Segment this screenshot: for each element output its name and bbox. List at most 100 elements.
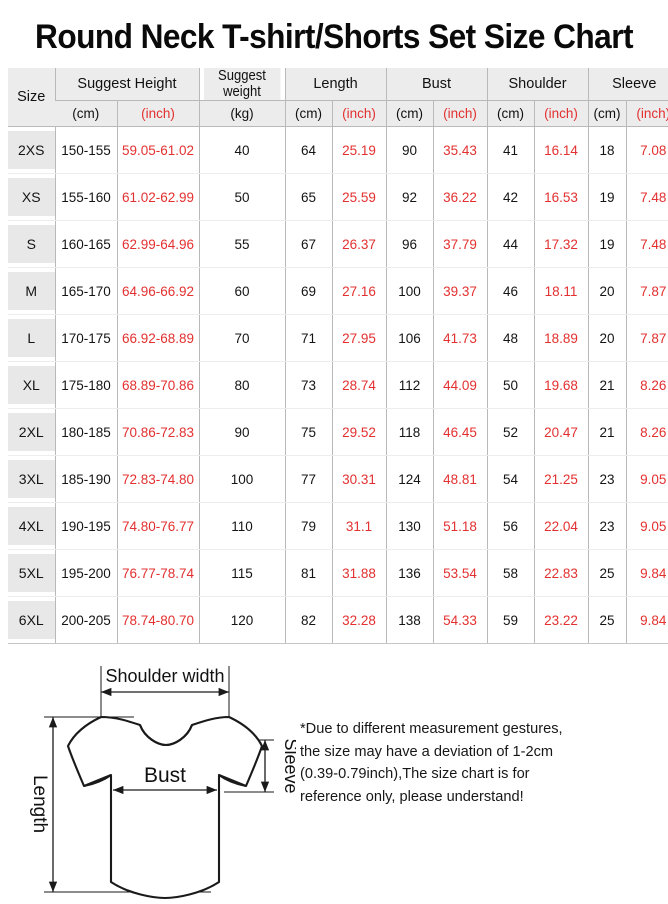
cell-length-cm: 65 — [284, 173, 332, 221]
unit-height-inch: (inch) — [116, 100, 199, 127]
header-size: Size — [8, 68, 55, 127]
cell-weight-kg: 40 — [198, 126, 285, 174]
cell-weight-kg: 115 — [198, 549, 285, 597]
cell-length-in: 26.37 — [331, 220, 387, 268]
cell-sleeve-in: 7.48 — [625, 173, 668, 221]
cell-shoulder-cm: 50 — [486, 361, 535, 409]
cell-bust-cm: 96 — [385, 220, 434, 268]
cell-sleeve-in: 9.05 — [625, 502, 668, 550]
header-bust: Bust — [385, 68, 488, 101]
cell-bust-cm: 138 — [385, 596, 434, 644]
cell-size: M — [8, 267, 55, 315]
cell-length-in: 31.1 — [331, 502, 387, 550]
cell-size: 5XL — [8, 549, 55, 597]
unit-height-cm: (cm) — [55, 100, 117, 127]
cell-shoulder-cm: 41 — [486, 126, 535, 174]
cell-bust-cm: 106 — [385, 314, 434, 362]
size-badge: XL — [8, 366, 55, 404]
table-row: M 165-170 64.96-66.92 60 69 27.16 100 39.37 46 18… — [8, 267, 668, 315]
header-row-units: (cm) (inch) (kg) (cm) (inch) (cm) (inch)… — [8, 100, 668, 127]
size-badge: L — [8, 319, 55, 357]
cell-sleeve-in: 8.26 — [625, 408, 668, 456]
cell-sleeve-cm: 18 — [587, 126, 627, 174]
cell-shoulder-cm: 54 — [486, 455, 535, 503]
size-badge: 4XL — [8, 507, 55, 545]
cell-height-in: 72.83-74.80 — [116, 455, 199, 503]
cell-sleeve-cm: 21 — [587, 408, 627, 456]
header-suggest-height: Suggest Height — [54, 68, 199, 101]
cell-size: S — [8, 220, 55, 268]
size-badge: 6XL — [8, 601, 55, 639]
cell-sleeve-in: 9.84 — [625, 549, 668, 597]
cell-sleeve-in: 7.87 — [625, 314, 668, 362]
cell-length-cm: 77 — [284, 455, 332, 503]
table-row: 3XL 185-190 72.83-74.80 100 77 30.31 124 48.81 5… — [8, 455, 668, 503]
cell-shoulder-cm: 52 — [486, 408, 535, 456]
cell-bust-in: 48.81 — [432, 455, 488, 503]
cell-shoulder-cm: 59 — [486, 596, 535, 644]
cell-size: 2XS — [8, 126, 55, 174]
table-row: 2XL 180-185 70.86-72.83 90 75 29.52 118 46.45 52… — [8, 408, 668, 456]
cell-shoulder-in: 23.22 — [533, 596, 589, 644]
page-title: Round Neck T-shirt/Shorts Set Size Chart — [35, 18, 633, 56]
header-suggest-weight: Suggest weight — [202, 68, 281, 101]
cell-bust-cm: 130 — [385, 502, 434, 550]
tshirt-collar — [139, 724, 193, 747]
cell-height-cm: 190-195 — [54, 502, 117, 550]
size-badge: 5XL — [8, 554, 55, 592]
tshirt-sleeve-seam-right — [218, 774, 247, 787]
header-shoulder: Shoulder — [486, 68, 589, 101]
bust-label: Bust — [144, 764, 186, 787]
cell-bust-cm: 124 — [385, 455, 434, 503]
cell-shoulder-cm: 56 — [486, 502, 535, 550]
cell-weight-kg: 60 — [198, 267, 285, 315]
cell-sleeve-in: 7.87 — [625, 267, 668, 315]
measurement-guide-section: Shoulder width Bust Sleeve Length *Due t… — [0, 654, 668, 904]
cell-bust-in: 35.43 — [432, 126, 488, 174]
cell-length-in: 27.16 — [331, 267, 387, 315]
cell-length-in: 28.74 — [331, 361, 387, 409]
cell-shoulder-in: 19.68 — [533, 361, 589, 409]
cell-sleeve-in: 7.48 — [625, 220, 668, 268]
cell-size: XL — [8, 361, 55, 409]
cell-shoulder-in: 22.04 — [533, 502, 589, 550]
cell-length-in: 31.88 — [331, 549, 387, 597]
cell-bust-cm: 136 — [385, 549, 434, 597]
cell-size: 4XL — [8, 502, 55, 550]
header-sleeve: Sleeve — [587, 68, 668, 101]
table-body: 2XS 150-155 59.05-61.02 40 64 25.19 90 35.43 41 1… — [8, 126, 668, 644]
cell-weight-kg: 70 — [198, 314, 285, 362]
cell-height-cm: 200-205 — [54, 596, 117, 644]
table-header: Size Suggest Height Suggest weight Lengt… — [8, 68, 668, 127]
size-badge: M — [8, 272, 55, 310]
unit-length-inch: (inch) — [331, 100, 387, 127]
cell-weight-kg: 100 — [198, 455, 285, 503]
header-row-group: Size Suggest Height Suggest weight Lengt… — [8, 68, 668, 127]
cell-bust-in: 46.45 — [432, 408, 488, 456]
unit-bust-inch: (inch) — [432, 100, 488, 127]
table-row: L 170-175 66.92-68.89 70 71 27.95 106 41.73 48 18… — [8, 314, 668, 362]
cell-shoulder-in: 21.25 — [533, 455, 589, 503]
cell-shoulder-cm: 58 — [486, 549, 535, 597]
table-row: XS 155-160 61.02-62.99 50 65 25.59 92 36.22 42 16… — [8, 173, 668, 221]
cell-weight-kg: 80 — [198, 361, 285, 409]
cell-length-cm: 79 — [284, 502, 332, 550]
cell-shoulder-in: 16.53 — [533, 173, 589, 221]
cell-height-in: 74.80-76.77 — [116, 502, 199, 550]
cell-sleeve-cm: 20 — [587, 267, 627, 315]
cell-length-cm: 67 — [284, 220, 332, 268]
tshirt-sleeve-seam-left — [83, 774, 112, 787]
cell-bust-in: 53.54 — [432, 549, 488, 597]
cell-height-cm: 155-160 — [54, 173, 117, 221]
disclaimer-line-3: (0.39-0.79inch),The size chart is for — [300, 766, 530, 783]
cell-size: XS — [8, 173, 55, 221]
cell-length-cm: 82 — [284, 596, 332, 644]
cell-size: L — [8, 314, 55, 362]
cell-weight-kg: 50 — [198, 173, 285, 221]
unit-sleeve-inch: (inch) — [625, 100, 668, 127]
cell-bust-in: 39.37 — [432, 267, 488, 315]
cell-sleeve-cm: 23 — [587, 502, 627, 550]
table-row: 6XL 200-205 78.74-80.70 120 82 32.28 138 54.33 5… — [8, 596, 668, 644]
cell-height-in: 61.02-62.99 — [116, 173, 199, 221]
cell-height-cm: 195-200 — [54, 549, 117, 597]
